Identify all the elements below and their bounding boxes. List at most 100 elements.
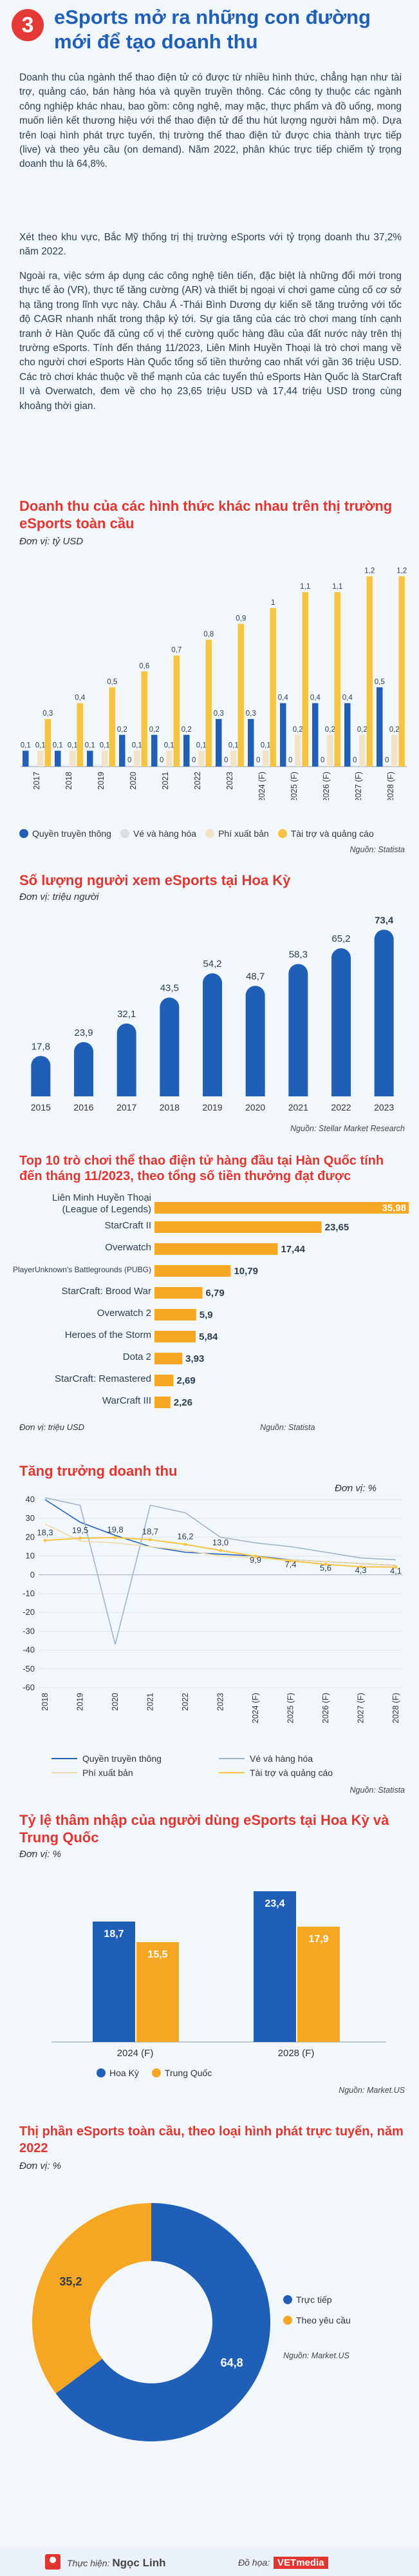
chart4-y-tick-label: 0 — [30, 1570, 35, 1579]
chart4-point — [149, 1538, 152, 1541]
chart1-bar — [44, 719, 51, 767]
chart1-data-label: 0,2 — [293, 726, 303, 734]
chart1-data-label: 0,8 — [203, 631, 214, 638]
chart1-data-label: 1,1 — [332, 583, 342, 591]
chart1-data-label: 0,3 — [214, 710, 224, 718]
chart1-bar — [359, 734, 366, 767]
chart1-bar — [351, 765, 358, 767]
chart4-series-line — [44, 1497, 396, 1645]
chart1-bar — [173, 655, 180, 767]
legend-label: Tài trợ và quảng cáo — [250, 1768, 333, 1778]
chart3-category-label: Overwatch 2 — [97, 1308, 151, 1319]
chart3-title: Top 10 trò chơi thể thao điện tử hàng đầ… — [19, 1154, 384, 1183]
chart1-tick-label: 2025 (F) — [290, 772, 299, 800]
chart3-bar — [154, 1287, 203, 1299]
chart3-source: Nguồn: Statista — [260, 1423, 315, 1432]
chart1-bar — [198, 750, 205, 767]
chart2-bar-base — [203, 1087, 222, 1096]
chart4-x-tick-label: 2025 (F) — [286, 1693, 295, 1723]
chart3-data-label: 35,98 — [382, 1203, 406, 1214]
chart4-data-label: 13,0 — [212, 1538, 228, 1547]
chart1-data-label: 0,2 — [117, 726, 127, 734]
chart1-bar — [158, 765, 165, 767]
chart3-category-label: Heroes of the Storm — [65, 1330, 151, 1340]
chart1-tick-label: 2027 (F) — [354, 772, 363, 800]
chart4-y-tick-label: -40 — [23, 1645, 35, 1655]
chart1-data-label: 0 — [224, 757, 228, 765]
chart5-data-label: 23,4 — [265, 1898, 284, 1909]
chart2-data-label: 17,8 — [32, 1041, 50, 1052]
chart4-y-tick-label: -20 — [23, 1607, 35, 1617]
chart2-bar-base — [160, 1087, 180, 1096]
chart1-bar — [87, 750, 93, 767]
chart1-tick-label: 2019 — [97, 772, 106, 790]
chart2-bar — [288, 964, 308, 1096]
chart1-bar — [141, 671, 147, 767]
chart1-data-label: 0,6 — [139, 662, 149, 670]
legend-dot-icon — [97, 2068, 106, 2077]
chart1-data-label: 0 — [256, 757, 260, 765]
chart2-data-label: 32,1 — [117, 1009, 136, 1020]
chart1-bar — [223, 765, 229, 767]
chart4-x-tick-label: 2023 — [216, 1693, 225, 1711]
legend-line-icon — [219, 1772, 245, 1773]
legend-line-icon — [51, 1758, 77, 1759]
chart4-y-tick-label: 40 — [26, 1494, 35, 1504]
chart1-bar — [37, 750, 44, 767]
chart1-data-label: 0,1 — [68, 741, 78, 749]
chart4-x-tick-label: 2024 (F) — [251, 1693, 260, 1723]
chart1-data-label: 0,5 — [375, 678, 385, 686]
chart1-data-label: 0 — [353, 757, 357, 765]
chart3-bar — [154, 1375, 174, 1386]
chart4-series-line — [44, 1523, 396, 1566]
chart4-data-label: 16,2 — [177, 1531, 193, 1541]
chart3-data-label: 5,9 — [200, 1310, 213, 1321]
legend-dot-icon — [151, 2068, 161, 2077]
chart5-bar-chart: 18,7 15,5 2024 (F) 23,4 17,9 2028 (F) — [51, 1891, 386, 2059]
footer-author: Thực hiện: Ngọc Linh — [67, 2557, 165, 2570]
legend-dot-icon — [277, 829, 287, 838]
chart3-bar — [154, 1331, 196, 1342]
chart1-data-label: 0 — [160, 757, 163, 765]
legend-item-sponsor: Tài trợ và quảng cáo — [277, 828, 374, 839]
chart2-bar-base — [31, 1087, 51, 1096]
chart1-bar — [391, 734, 398, 767]
chart1-bar — [319, 765, 326, 767]
chart1-data-label: 1,2 — [396, 568, 407, 575]
chart4-data-label: 18,7 — [142, 1527, 158, 1536]
legend-label: Hoa Kỳ — [109, 2068, 139, 2078]
chart1-title: Doanh thu của các hình thức khác nhau tr… — [19, 498, 393, 531]
chart6-source: Nguồn: Market.US — [283, 2351, 349, 2360]
chart3-category-label: Dota 2 — [123, 1351, 151, 1362]
legend-dot-icon — [283, 2295, 292, 2304]
chart4-source: Nguồn: Statista — [349, 1786, 405, 1795]
chart3-bar — [154, 1202, 409, 1214]
chart1-data-label: 0,4 — [278, 694, 289, 702]
chart2-source: Nguồn: Stellar Market Research — [290, 1124, 405, 1133]
intro-paragraph-1: Doanh thu của ngành thể thao điện tử có … — [19, 72, 402, 170]
chart3-data-label: 2,69 — [177, 1375, 196, 1386]
legend-item-us: Hoa Kỳ — [97, 2068, 139, 2078]
chart1-data-label: 0,3 — [246, 710, 256, 718]
chart2-bar-base — [288, 1087, 308, 1096]
chart5-title: Tỷ lệ thâm nhập của người dùng eSports t… — [19, 1812, 389, 1846]
chart1-data-label: 1,1 — [300, 583, 310, 591]
chart2-bar — [74, 1042, 93, 1096]
author-name: Ngọc Linh — [112, 2557, 166, 2569]
chart1-data-label: 0,3 — [42, 710, 53, 718]
chart1-bar — [230, 750, 237, 767]
chart1-bar — [183, 734, 190, 767]
chart4-x-tick-label: 2022 — [181, 1693, 190, 1711]
chart4-point — [254, 1554, 257, 1558]
chart4-x-tick-label: 2026 (F) — [321, 1693, 330, 1723]
chart3-bar — [154, 1265, 231, 1277]
chart1-bar — [302, 592, 308, 767]
legend-item-media: Quyền truyền thông — [51, 1753, 162, 1764]
chart2-bar-base — [374, 1087, 394, 1096]
chart2-tick-label: 2022 — [331, 1102, 351, 1112]
legend-label: Vé và hàng hóa — [250, 1753, 313, 1764]
chart1-bar — [134, 750, 140, 767]
chart5-tick-label: 2024 (F) — [117, 2048, 154, 2059]
header: 3 eSports mở ra những con đường mới để t… — [12, 5, 407, 64]
chart1-bar — [270, 607, 276, 767]
